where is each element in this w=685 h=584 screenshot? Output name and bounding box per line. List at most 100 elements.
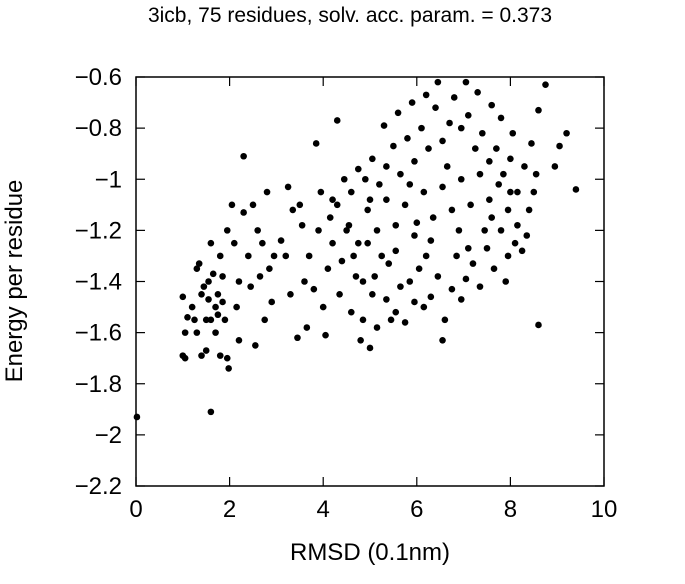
- data-points: [133, 78, 580, 421]
- data-point: [219, 298, 226, 306]
- y-tick-label: −1: [95, 166, 122, 193]
- data-point: [315, 227, 322, 234]
- data-point: [319, 303, 327, 311]
- x-tick-label: 8: [504, 496, 517, 523]
- data-point: [443, 163, 451, 170]
- data-point: [195, 260, 203, 267]
- data-point: [230, 239, 238, 247]
- data-point: [181, 354, 189, 362]
- y-tick-label: −1.4: [75, 269, 122, 296]
- data-point: [490, 265, 498, 273]
- data-point: [336, 290, 343, 298]
- data-point: [476, 170, 484, 178]
- data-point: [357, 336, 364, 344]
- data-point: [415, 265, 423, 273]
- data-point: [434, 78, 442, 86]
- x-tick-label: 2: [223, 496, 236, 523]
- data-point: [355, 239, 362, 247]
- data-point: [392, 308, 400, 316]
- data-point: [383, 296, 390, 303]
- data-point: [390, 142, 397, 150]
- data-point: [507, 155, 514, 163]
- data-point: [364, 206, 371, 214]
- data-point: [310, 285, 318, 293]
- data-point: [205, 278, 212, 285]
- y-tick-label: −1.6: [75, 320, 122, 347]
- data-point: [133, 413, 141, 421]
- data-point: [212, 303, 219, 311]
- data-point: [202, 316, 210, 324]
- data-point: [411, 298, 418, 306]
- data-point: [371, 273, 378, 280]
- data-point: [324, 265, 332, 273]
- data-point: [193, 329, 201, 336]
- data-point: [223, 227, 231, 234]
- data-point: [563, 129, 570, 137]
- data-point: [502, 278, 510, 285]
- data-point: [317, 188, 325, 196]
- data-point: [202, 347, 210, 354]
- y-axis-label: Energy per residue: [1, 180, 28, 383]
- data-point: [343, 227, 350, 234]
- data-point: [214, 290, 222, 298]
- data-point: [303, 324, 311, 331]
- data-point: [305, 252, 313, 260]
- data-point: [486, 158, 493, 165]
- data-point: [355, 165, 362, 173]
- data-point: [408, 99, 416, 106]
- y-tick-label: −2: [95, 422, 122, 449]
- data-point: [247, 283, 254, 290]
- data-point: [521, 163, 528, 170]
- x-tick-label: 4: [317, 496, 330, 523]
- data-point: [542, 81, 549, 88]
- data-point: [406, 278, 414, 285]
- data-point: [476, 283, 484, 290]
- data-point: [427, 237, 435, 244]
- data-point: [457, 175, 465, 183]
- data-point: [434, 273, 442, 280]
- data-point: [500, 170, 507, 178]
- data-point: [298, 221, 306, 229]
- data-point: [413, 219, 421, 227]
- y-tick-label: −2.2: [75, 473, 122, 500]
- data-point: [270, 252, 278, 260]
- data-point: [427, 293, 435, 301]
- data-point: [209, 270, 217, 278]
- data-point: [216, 352, 224, 359]
- data-point: [439, 183, 446, 191]
- data-point: [373, 227, 381, 234]
- data-point: [504, 206, 512, 214]
- data-point: [352, 273, 360, 280]
- data-point: [249, 201, 257, 209]
- data-point: [212, 329, 219, 336]
- data-point: [464, 112, 472, 119]
- data-point: [467, 201, 474, 209]
- data-point: [198, 352, 205, 359]
- data-point: [287, 290, 294, 298]
- data-point: [406, 181, 414, 188]
- data-point: [179, 293, 187, 301]
- data-point: [366, 344, 374, 352]
- data-point: [345, 221, 353, 229]
- x-tick-label: 10: [591, 496, 618, 523]
- data-point: [364, 239, 371, 247]
- x-axis-label: RMSD (0.1nm): [290, 539, 450, 566]
- data-point: [221, 316, 229, 324]
- data-point: [340, 175, 348, 183]
- data-point: [296, 201, 304, 209]
- y-tick-label: −0.6: [75, 64, 122, 91]
- data-point: [228, 201, 236, 209]
- data-point: [333, 117, 341, 124]
- data-point: [329, 239, 336, 247]
- data-point: [457, 296, 465, 303]
- data-point: [422, 252, 430, 260]
- data-point: [289, 206, 297, 214]
- data-point: [214, 311, 222, 319]
- data-point: [404, 135, 411, 142]
- data-point: [256, 273, 264, 280]
- data-point: [385, 260, 393, 267]
- data-point: [528, 140, 535, 147]
- data-point: [497, 227, 505, 234]
- data-point: [193, 265, 201, 273]
- data-point: [462, 78, 470, 86]
